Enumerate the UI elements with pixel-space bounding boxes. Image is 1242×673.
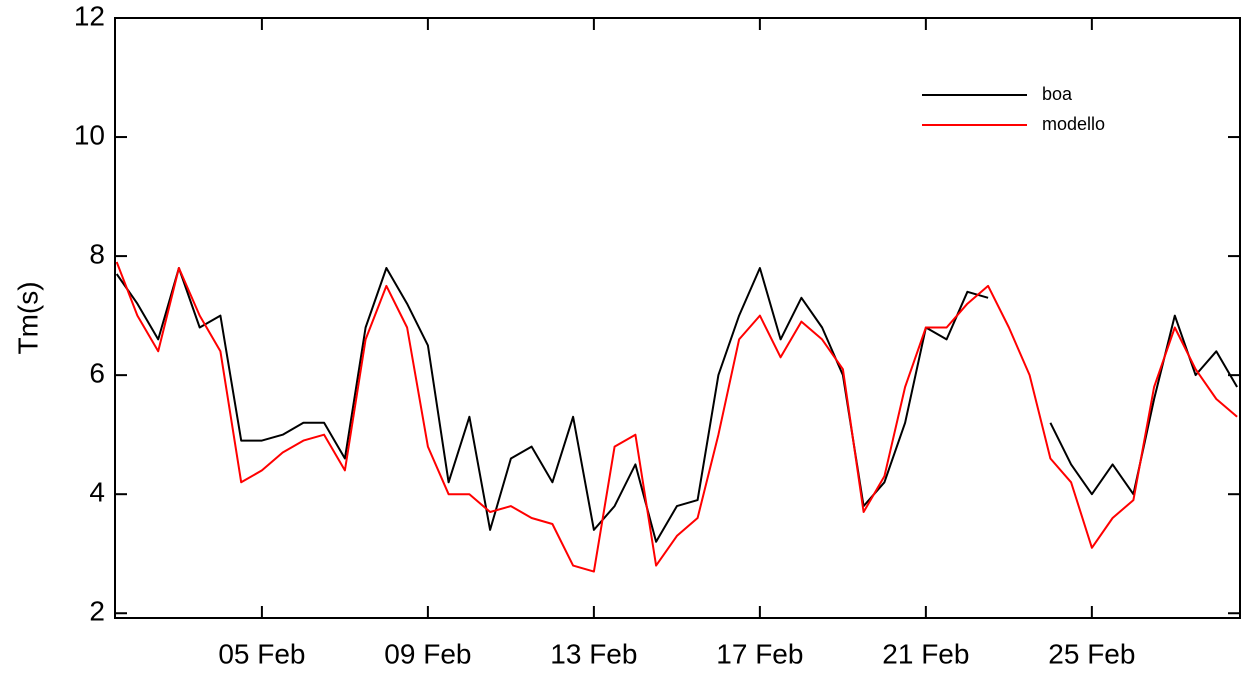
y-axis-label: Tm(s) (12, 281, 43, 354)
x-tick-label: 13 Feb (550, 638, 637, 669)
x-tick-label: 09 Feb (384, 638, 471, 669)
x-tick-label: 21 Feb (882, 638, 969, 669)
x-tick-label: 17 Feb (716, 638, 803, 669)
y-tick-label: 2 (89, 596, 105, 627)
y-tick-label: 8 (89, 238, 105, 269)
y-tick-label: 6 (89, 358, 105, 389)
y-tick-label: 4 (89, 477, 105, 508)
legend-label: boa (1042, 84, 1073, 104)
series-line (115, 267, 1238, 543)
legend-label: modello (1042, 114, 1105, 134)
series-line (115, 261, 1238, 573)
y-tick-label: 10 (74, 119, 105, 150)
x-tick-label: 05 Feb (218, 638, 305, 669)
x-tick-label: 25 Feb (1048, 638, 1135, 669)
y-tick-label: 12 (74, 0, 105, 31)
plot-frame (114, 17, 1241, 619)
